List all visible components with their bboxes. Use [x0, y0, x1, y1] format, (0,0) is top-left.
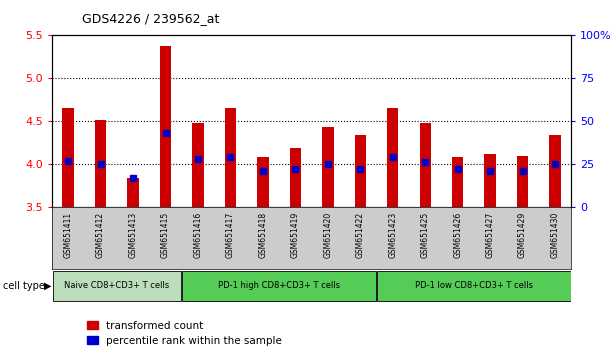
Bar — [420, 123, 431, 207]
Bar — [95, 120, 106, 207]
Bar — [160, 46, 171, 207]
Text: GSM651426: GSM651426 — [453, 212, 462, 258]
Text: PD-1 low CD8+CD3+ T cells: PD-1 low CD8+CD3+ T cells — [415, 281, 533, 290]
Bar — [290, 148, 301, 207]
Text: GSM651430: GSM651430 — [551, 212, 560, 258]
Bar — [387, 108, 398, 207]
Text: GDS4226 / 239562_at: GDS4226 / 239562_at — [82, 12, 220, 25]
Text: GSM651416: GSM651416 — [194, 212, 202, 258]
Text: cell type: cell type — [3, 281, 45, 291]
Bar — [192, 123, 203, 207]
Text: PD-1 high CD8+CD3+ T cells: PD-1 high CD8+CD3+ T cells — [218, 281, 340, 290]
Bar — [225, 108, 236, 207]
Text: GSM651411: GSM651411 — [64, 212, 73, 258]
Text: GSM651417: GSM651417 — [226, 212, 235, 258]
Text: ▶: ▶ — [44, 281, 51, 291]
Text: Naive CD8+CD3+ T cells: Naive CD8+CD3+ T cells — [64, 281, 169, 290]
Bar — [322, 127, 334, 207]
Text: GSM651415: GSM651415 — [161, 212, 170, 258]
Bar — [452, 157, 463, 207]
Bar — [549, 135, 561, 207]
Bar — [354, 135, 366, 207]
Text: GSM651425: GSM651425 — [421, 212, 430, 258]
Bar — [517, 156, 529, 207]
Text: GSM651412: GSM651412 — [96, 212, 105, 258]
Bar — [62, 108, 74, 207]
Text: GSM651420: GSM651420 — [323, 212, 332, 258]
FancyBboxPatch shape — [377, 271, 571, 301]
Text: GSM651423: GSM651423 — [388, 212, 397, 258]
Bar — [257, 157, 269, 207]
Text: GSM651413: GSM651413 — [128, 212, 137, 258]
Bar — [485, 154, 496, 207]
Legend: transformed count, percentile rank within the sample: transformed count, percentile rank withi… — [83, 317, 286, 350]
Text: GSM651427: GSM651427 — [486, 212, 495, 258]
Text: GSM651429: GSM651429 — [518, 212, 527, 258]
FancyBboxPatch shape — [53, 271, 181, 301]
FancyBboxPatch shape — [183, 271, 376, 301]
Text: GSM651422: GSM651422 — [356, 212, 365, 258]
Text: GSM651418: GSM651418 — [258, 212, 268, 258]
Bar — [128, 178, 139, 207]
Text: GSM651419: GSM651419 — [291, 212, 300, 258]
